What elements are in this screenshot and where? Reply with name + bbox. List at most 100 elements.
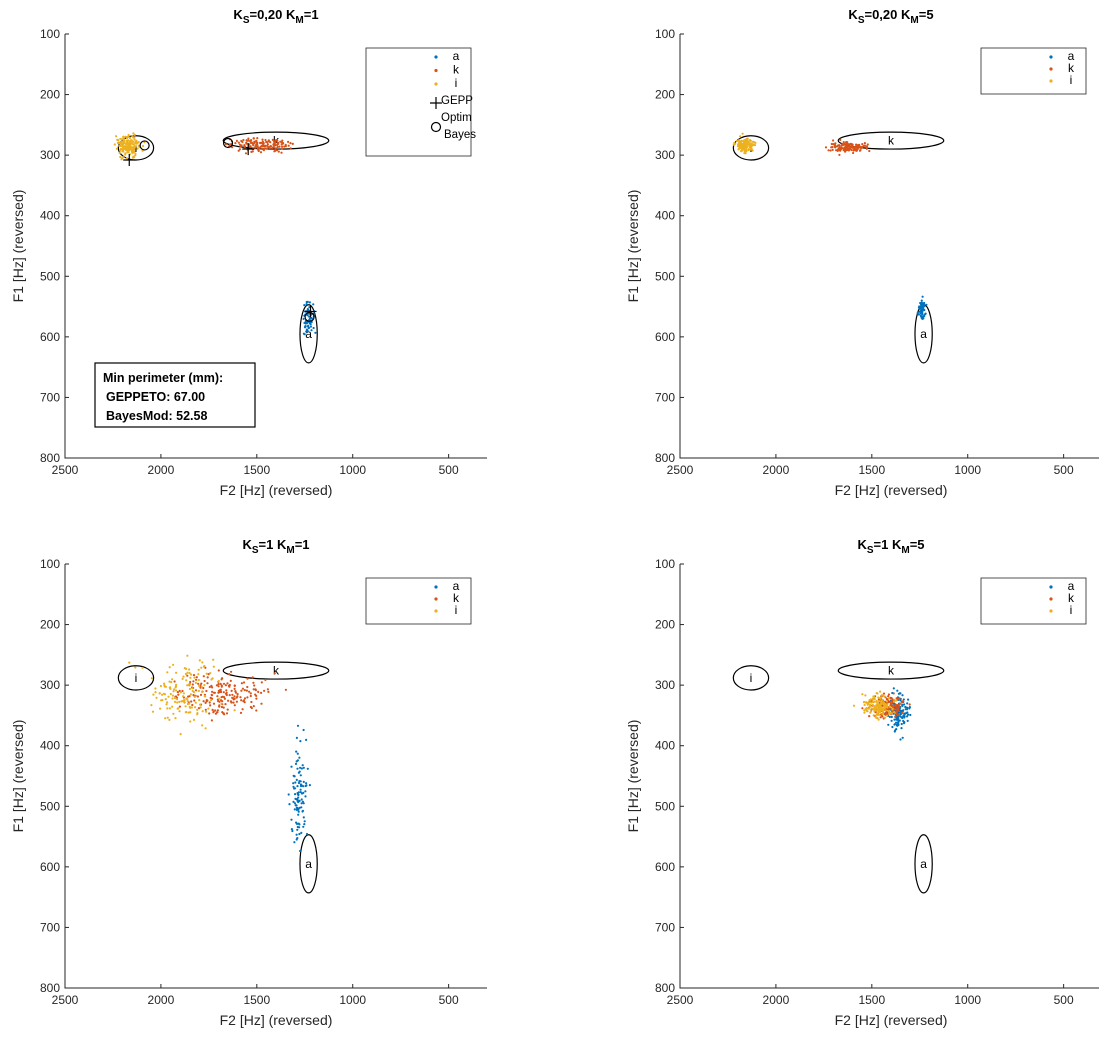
target-ellipse-a — [299, 304, 318, 364]
point-a — [302, 728, 305, 732]
point-i — [181, 677, 184, 681]
target-label-a: a — [305, 857, 312, 871]
point-a — [898, 692, 901, 695]
y-tick-label: 100 — [655, 557, 675, 571]
point-a — [305, 300, 308, 304]
y-tick-label: 100 — [40, 27, 60, 41]
point-i — [881, 708, 884, 711]
point-a — [300, 831, 303, 835]
series-i — [732, 132, 757, 155]
point-i — [194, 695, 197, 698]
point-i — [870, 707, 873, 710]
point-k — [204, 701, 207, 705]
point-i — [204, 727, 207, 730]
point-k — [261, 145, 264, 148]
point-a — [306, 767, 309, 770]
series-a — [916, 295, 928, 320]
point-i — [175, 671, 178, 674]
legend: aki — [980, 577, 1087, 625]
chart-title: KS=0,20 KM=1 — [233, 7, 318, 26]
y-tick-label: 800 — [655, 981, 675, 995]
point-i — [166, 707, 169, 710]
title-text: =0,20 K — [249, 7, 296, 22]
point-a — [293, 775, 296, 778]
point-a — [307, 326, 310, 330]
point-k — [901, 711, 904, 715]
point-i — [893, 711, 896, 714]
point-i — [127, 151, 130, 154]
point-k — [245, 139, 248, 142]
point-i — [127, 133, 130, 137]
x-axis-label: F2 [Hz] (reversed) — [835, 1012, 948, 1028]
x-tick-label: 1000 — [339, 993, 366, 1007]
point-k — [844, 141, 848, 144]
x-axis-label: F2 [Hz] (reversed) — [220, 482, 333, 498]
point-k — [211, 708, 214, 712]
point-k — [842, 143, 845, 146]
x-tick-label: 2000 — [763, 993, 790, 1007]
point-a — [923, 313, 927, 316]
point-k — [291, 142, 294, 145]
point-k — [251, 141, 254, 144]
point-i — [865, 707, 869, 710]
point-k — [235, 139, 238, 142]
point-k — [200, 682, 203, 685]
title-text: K — [848, 7, 858, 22]
point-i — [172, 712, 175, 715]
point-i — [737, 144, 740, 148]
point-k — [832, 139, 835, 142]
target-ellipse-i — [732, 665, 770, 691]
point-a — [294, 793, 297, 796]
point-a — [896, 689, 899, 692]
point-k — [281, 145, 284, 148]
y-tick-label: 200 — [655, 88, 675, 102]
point-k — [238, 148, 241, 151]
point-i — [154, 691, 157, 694]
point-i — [891, 708, 894, 711]
subplot-1: aki2500200015001000500100200300400500600… — [10, 7, 487, 498]
point-i — [212, 658, 215, 661]
point-i — [190, 673, 193, 676]
x-axis-label: F2 [Hz] (reversed) — [835, 482, 948, 498]
point-a — [921, 295, 924, 298]
point-a — [287, 793, 290, 796]
point-a — [922, 315, 925, 318]
point-k — [217, 700, 220, 703]
point-k — [281, 139, 284, 142]
title-text: =1 K — [874, 537, 902, 552]
point-i — [194, 706, 197, 709]
point-k — [882, 692, 886, 695]
point-i — [737, 139, 740, 142]
point-k — [257, 690, 260, 694]
x-tick-label: 1500 — [858, 463, 885, 477]
y-tick-label: 400 — [655, 739, 675, 753]
point-a — [303, 333, 306, 336]
point-i — [178, 710, 181, 713]
x-tick-label: 1000 — [339, 463, 366, 477]
point-i — [864, 701, 867, 704]
legend-label-optim: Optim — [441, 112, 472, 124]
point-k — [868, 149, 871, 153]
point-i — [178, 700, 181, 704]
point-i — [171, 697, 174, 700]
point-i — [207, 707, 210, 710]
point-i — [186, 702, 189, 706]
point-k — [227, 699, 230, 702]
point-i — [869, 703, 872, 707]
chart-title: KS=1 KM=5 — [857, 537, 924, 556]
series-k — [224, 137, 294, 155]
point-a — [304, 790, 307, 793]
point-a — [298, 756, 301, 759]
point-k — [248, 690, 251, 693]
point-k — [217, 685, 220, 688]
point-k — [855, 143, 858, 146]
point-i — [879, 697, 882, 700]
axes-lines — [64, 564, 487, 989]
target-label-i: i — [135, 671, 138, 685]
point-k — [831, 148, 834, 151]
point-k — [253, 140, 256, 143]
point-k — [844, 149, 847, 153]
point-a — [305, 328, 308, 331]
point-i — [129, 145, 132, 148]
point-a — [306, 308, 309, 311]
